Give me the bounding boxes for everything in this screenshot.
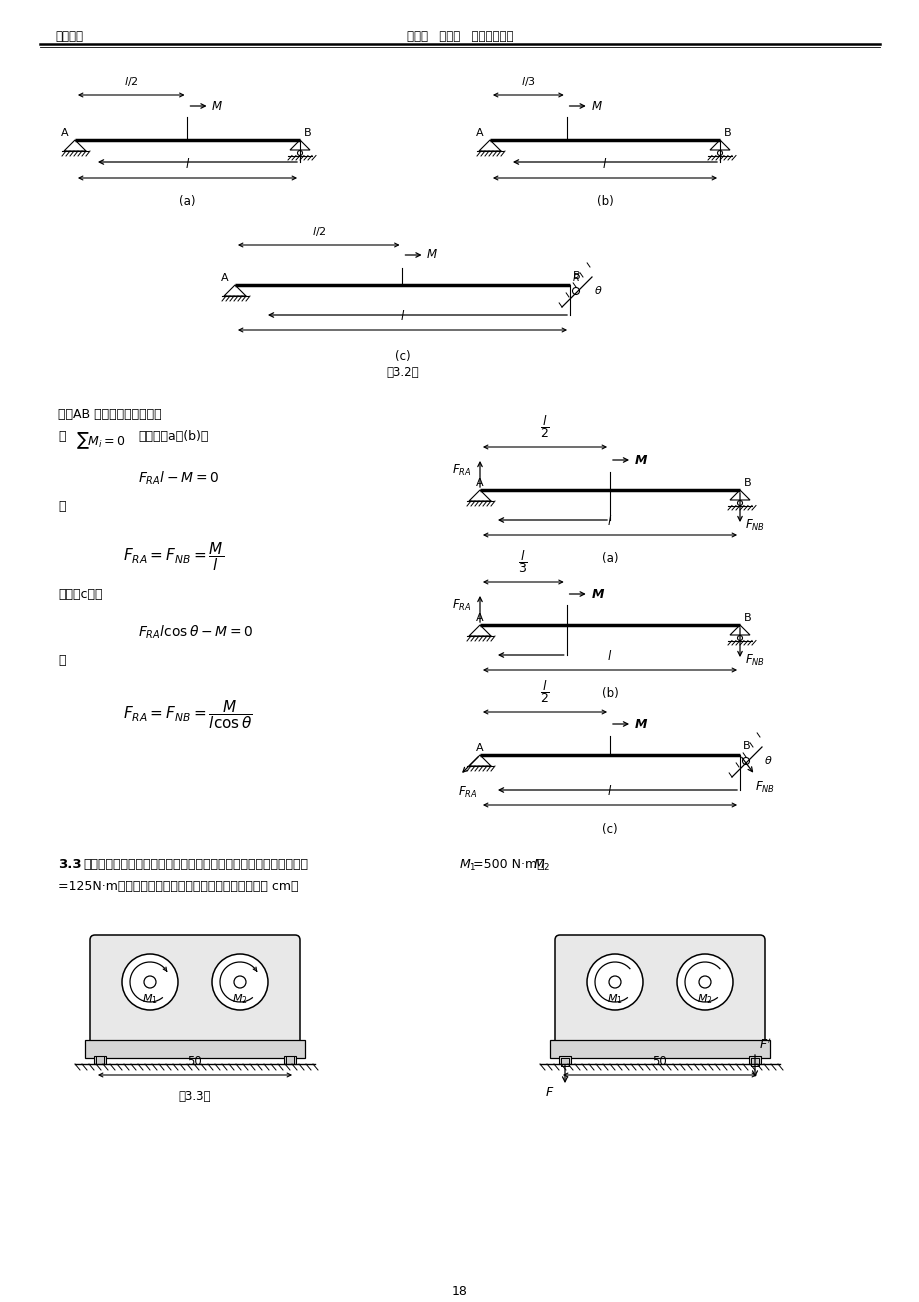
Text: $F_{RA}$: $F_{RA}$: [458, 785, 477, 801]
Bar: [550, 1040, 769, 1059]
Text: A: A: [475, 613, 483, 622]
Text: $\theta$: $\theta$: [594, 284, 602, 296]
Text: (b): (b): [601, 687, 618, 700]
Text: $\dfrac{l}{2}$: $\dfrac{l}{2}$: [539, 413, 550, 440]
Text: $l/2$: $l/2$: [312, 225, 325, 238]
Text: $l$: $l$: [602, 158, 607, 171]
Text: $\theta$: $\theta$: [763, 754, 772, 766]
Text: $\boldsymbol{M}$: $\boldsymbol{M}$: [633, 717, 648, 730]
Text: $M_2$: $M_2$: [697, 992, 712, 1006]
Text: (c): (c): [602, 823, 618, 836]
Text: $M_2$: $M_2$: [532, 858, 550, 874]
Bar: [748, 1056, 760, 1064]
Text: 50: 50: [652, 1055, 666, 1068]
Text: $M_1$: $M_1$: [459, 858, 476, 874]
Text: 对图（c）有: 对图（c）有: [58, 589, 102, 602]
Text: $M$: $M$: [211, 99, 223, 112]
Text: $\sum M_i=0$: $\sum M_i=0$: [76, 430, 126, 450]
Text: $F_{RA}l\cos\theta-M=0$: $F_{RA}l\cos\theta-M=0$: [138, 624, 254, 641]
Text: =125N·m。求两螺栓处的铅垂约束力。图中长度单位为 cm。: =125N·m。求两螺栓处的铅垂约束力。图中长度单位为 cm。: [58, 880, 298, 893]
Text: A: A: [475, 478, 483, 488]
Bar: [85, 1040, 305, 1059]
Text: 18: 18: [451, 1285, 468, 1298]
Text: $\boldsymbol{M}$: $\boldsymbol{M}$: [633, 453, 648, 466]
Bar: [284, 1056, 296, 1064]
Text: 由: 由: [58, 430, 65, 443]
Circle shape: [211, 954, 267, 1010]
Text: $F_{NB}$: $F_{NB}$: [744, 654, 765, 668]
Text: $l$: $l$: [607, 784, 612, 798]
Text: $l/2$: $l/2$: [124, 76, 139, 89]
Text: $M$: $M$: [590, 99, 602, 112]
Text: A: A: [221, 273, 229, 283]
Text: $l$: $l$: [185, 158, 190, 171]
Bar: [559, 1056, 571, 1064]
Circle shape: [676, 954, 732, 1010]
Text: (a): (a): [179, 195, 196, 208]
Text: B: B: [743, 613, 751, 622]
Text: ，对图（a）(b)有: ，对图（a）(b)有: [138, 430, 208, 443]
Text: 第三章   力偶系   河南理工大学: 第三章 力偶系 河南理工大学: [406, 30, 513, 43]
Text: 3.3: 3.3: [58, 858, 82, 871]
Text: $M$: $M$: [426, 249, 437, 262]
Text: 齿轮箱的两个轴上作用的力偶如图所示，它们的力偶矩的大小分别为: 齿轮箱的两个轴上作用的力偶如图所示，它们的力偶矩的大小分别为: [83, 858, 308, 871]
Text: A: A: [61, 128, 69, 138]
Text: $M_1$: $M_1$: [142, 992, 158, 1006]
Text: $M_1$: $M_1$: [607, 992, 622, 1006]
Text: 解：AB 梁受力如个图所示，: 解：AB 梁受力如个图所示，: [58, 408, 162, 421]
Text: $\dfrac{l}{2}$: $\dfrac{l}{2}$: [539, 678, 550, 704]
Text: B: B: [303, 128, 312, 138]
Text: 题3.2图: 题3.2图: [386, 366, 418, 379]
Text: $\boldsymbol{M}$: $\boldsymbol{M}$: [590, 587, 604, 600]
Text: (a): (a): [601, 552, 618, 565]
Text: $F_{NB}$: $F_{NB}$: [754, 780, 774, 796]
Text: $F'$: $F'$: [758, 1038, 770, 1052]
Text: B: B: [743, 478, 751, 488]
Text: $l$: $l$: [400, 309, 404, 323]
Text: $l$: $l$: [607, 648, 612, 663]
Circle shape: [122, 954, 177, 1010]
Text: 习题解答: 习题解答: [55, 30, 83, 43]
Text: 得: 得: [58, 655, 65, 668]
Text: $F$: $F$: [544, 1086, 554, 1099]
Text: $F_{RA}l-M=0$: $F_{RA}l-M=0$: [138, 470, 220, 487]
Text: A: A: [475, 128, 483, 138]
Bar: [94, 1056, 106, 1064]
Text: $l$: $l$: [607, 514, 612, 529]
Text: B: B: [573, 271, 580, 281]
Text: =500 N·m，: =500 N·m，: [472, 858, 544, 871]
Text: $l/3$: $l/3$: [520, 76, 535, 89]
Text: $M_2$: $M_2$: [232, 992, 247, 1006]
Text: 得: 得: [58, 500, 65, 513]
Text: B: B: [743, 741, 750, 751]
Text: R: R: [573, 273, 579, 283]
Text: (b): (b): [596, 195, 613, 208]
Text: $\dfrac{l}{3}$: $\dfrac{l}{3}$: [517, 548, 528, 575]
Text: $F_{RA}=F_{NB}=\dfrac{M}{l\cos\theta}$: $F_{RA}=F_{NB}=\dfrac{M}{l\cos\theta}$: [123, 698, 253, 732]
Text: 50: 50: [187, 1055, 202, 1068]
FancyBboxPatch shape: [90, 935, 300, 1046]
Circle shape: [586, 954, 642, 1010]
Text: $F_{RA}=F_{NB}=\dfrac{M}{l}$: $F_{RA}=F_{NB}=\dfrac{M}{l}$: [123, 540, 224, 573]
Text: (c): (c): [394, 350, 410, 363]
Text: A: A: [475, 743, 483, 753]
Text: $F_{RA}$: $F_{RA}$: [451, 462, 471, 478]
FancyBboxPatch shape: [554, 935, 765, 1046]
Text: $F_{RA}$: $F_{RA}$: [451, 598, 471, 612]
Text: 题3.3图: 题3.3图: [178, 1090, 211, 1103]
Text: B: B: [723, 128, 731, 138]
Text: $F_{NB}$: $F_{NB}$: [744, 518, 765, 533]
